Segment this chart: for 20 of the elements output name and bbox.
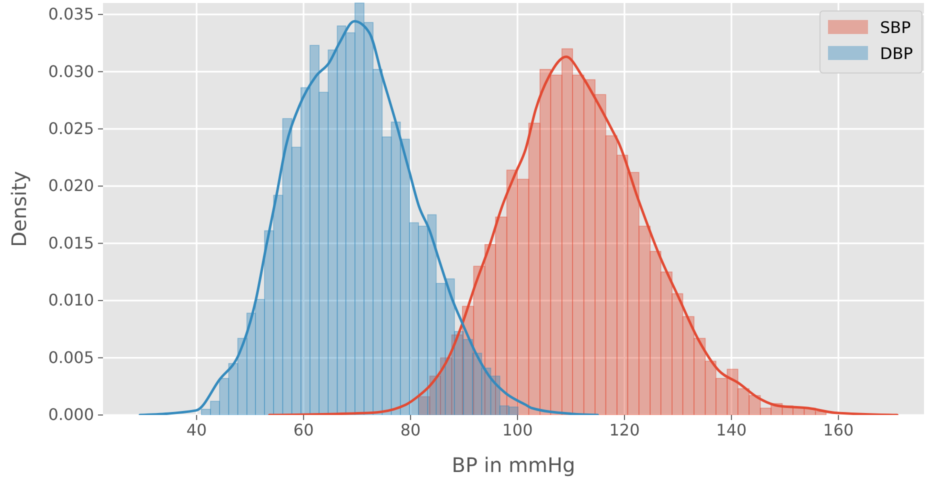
y-tick-label: 0.030 xyxy=(48,62,94,81)
y-tick-label: 0.020 xyxy=(48,176,94,196)
x-tick-label: 140 xyxy=(716,420,747,440)
y-tick-label: 0.035 xyxy=(48,4,94,24)
x-tick-label: 160 xyxy=(823,420,854,440)
y-tick-label: 0.015 xyxy=(48,233,94,252)
x-tick-label: 60 xyxy=(293,420,314,440)
x-tick-label: 100 xyxy=(502,420,533,440)
legend-label: SBP xyxy=(880,18,912,37)
x-axis-title: BP in mmHg xyxy=(452,453,576,477)
y-tick-label: 0.005 xyxy=(48,348,94,367)
x-tick-label: 80 xyxy=(400,420,421,440)
y-axis-title: Density xyxy=(7,170,31,248)
y-tick-label: 0.025 xyxy=(48,119,94,138)
x-tick-label: 40 xyxy=(186,420,207,440)
line-series xyxy=(138,20,599,415)
y-tick-label: 0.000 xyxy=(48,405,94,424)
legend-label: DBP xyxy=(880,44,914,63)
x-tick-label: 120 xyxy=(609,420,640,440)
y-tick-label: 0.010 xyxy=(48,290,94,310)
